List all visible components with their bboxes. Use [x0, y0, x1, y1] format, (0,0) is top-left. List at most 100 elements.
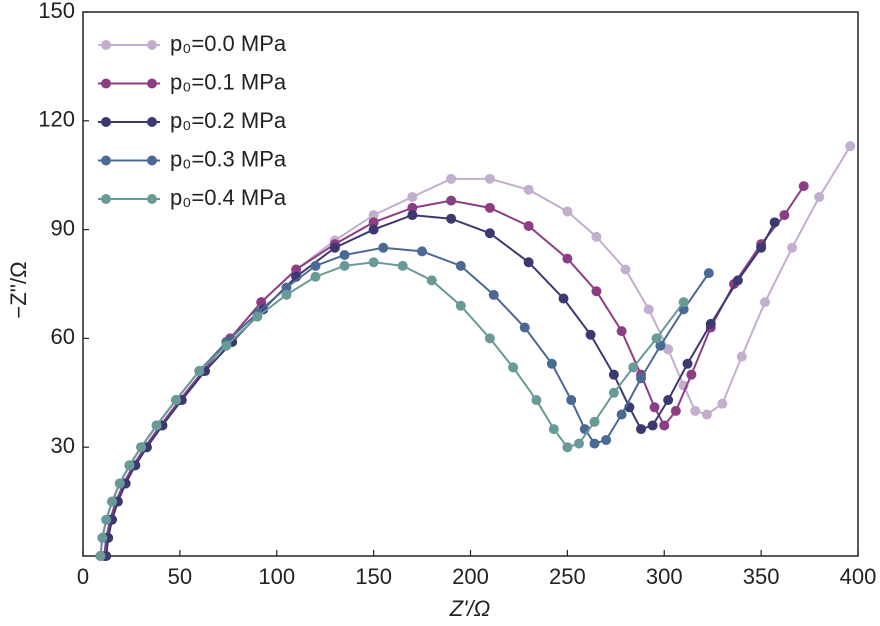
legend-marker: [147, 194, 157, 204]
legend-marker: [101, 155, 111, 166]
data-point: [690, 405, 701, 416]
data-point: [368, 257, 379, 268]
data-point: [574, 438, 584, 449]
y-tick-label: 30: [51, 433, 75, 458]
data-point: [670, 405, 681, 416]
data-point: [548, 424, 559, 435]
y-tick-label: 60: [51, 324, 75, 349]
data-point: [562, 253, 573, 264]
series-line: [105, 214, 776, 557]
data-point: [705, 318, 716, 329]
data-point: [651, 333, 662, 344]
x-tick-label: 100: [258, 564, 295, 589]
data-point: [484, 333, 495, 344]
series-line: [99, 246, 710, 557]
data-point: [562, 206, 573, 217]
data-point: [756, 242, 767, 253]
legend-marker: [101, 40, 111, 50]
data-point: [845, 141, 856, 152]
data-point: [591, 286, 602, 297]
data-point: [484, 202, 495, 213]
data-point: [616, 409, 627, 420]
data-point: [291, 264, 302, 275]
data-point: [397, 260, 408, 271]
data-point: [339, 249, 350, 260]
legend-marker: [101, 117, 111, 127]
legend-label: p₀=0.1 MPa: [170, 69, 287, 94]
data-point: [281, 282, 292, 293]
x-tick-label: 250: [549, 564, 586, 589]
data-point: [798, 181, 809, 192]
x-tick-label: 150: [355, 564, 392, 589]
legend-marker: [101, 194, 111, 204]
x-tick-label: 0: [77, 564, 89, 589]
data-point: [601, 434, 612, 445]
data-point: [488, 289, 499, 300]
data-point: [407, 191, 418, 202]
data-point: [558, 293, 569, 304]
data-point: [329, 242, 340, 253]
data-point: [616, 326, 627, 337]
legend-marker: [147, 155, 157, 166]
data-point: [585, 329, 596, 340]
data-point: [636, 373, 646, 384]
data-point: [101, 514, 112, 525]
data-point: [608, 387, 619, 398]
data-point: [455, 260, 466, 271]
data-point: [659, 420, 670, 431]
data-point: [736, 351, 747, 362]
data-point: [484, 173, 495, 184]
data-point: [339, 260, 350, 271]
data-point: [519, 322, 530, 333]
data-point: [484, 228, 495, 239]
legend-label: p₀=0.2 MPa: [170, 108, 287, 133]
data-point: [281, 289, 292, 300]
data-point: [760, 297, 770, 308]
data-point: [151, 420, 162, 431]
data-point: [407, 210, 418, 221]
x-tick-label: 200: [452, 564, 489, 589]
data-point: [682, 358, 693, 369]
data-point: [107, 496, 118, 507]
data-point: [608, 369, 619, 380]
x-tick-label: 50: [168, 564, 192, 589]
data-point: [686, 369, 697, 380]
data-point: [368, 224, 379, 235]
data-point: [378, 242, 389, 253]
x-tick-label: 350: [743, 564, 780, 589]
y-tick-label: 120: [38, 107, 75, 132]
y-tick-label: 150: [38, 0, 75, 23]
data-point: [446, 195, 457, 206]
data-point: [620, 264, 631, 275]
x-axis-title: Z'/Ω: [449, 596, 491, 621]
x-tick-label: 300: [646, 564, 683, 589]
legend-marker: [147, 78, 157, 89]
y-tick-label: 90: [51, 215, 75, 240]
data-point: [508, 362, 519, 373]
data-point: [636, 424, 646, 435]
data-point: [663, 395, 674, 406]
data-point: [523, 257, 534, 268]
series-line: [99, 261, 685, 557]
data-point: [523, 220, 534, 231]
data-point: [97, 532, 108, 543]
data-point: [589, 438, 600, 449]
data-point: [649, 402, 660, 413]
legend-label: p₀=0.0 MPa: [170, 31, 287, 56]
data-point: [523, 184, 534, 195]
data-point: [566, 395, 577, 406]
data-point: [678, 297, 689, 308]
data-point: [368, 210, 379, 221]
data-point: [589, 416, 600, 427]
data-point: [252, 311, 263, 322]
data-point: [171, 395, 181, 406]
data-point: [732, 275, 743, 286]
data-point: [95, 551, 106, 561]
legend-label: p₀=0.3 MPa: [170, 146, 287, 171]
legend-marker: [147, 40, 157, 50]
data-point: [114, 478, 125, 489]
data-point: [136, 442, 147, 453]
data-point: [562, 442, 573, 453]
data-point: [546, 358, 557, 369]
